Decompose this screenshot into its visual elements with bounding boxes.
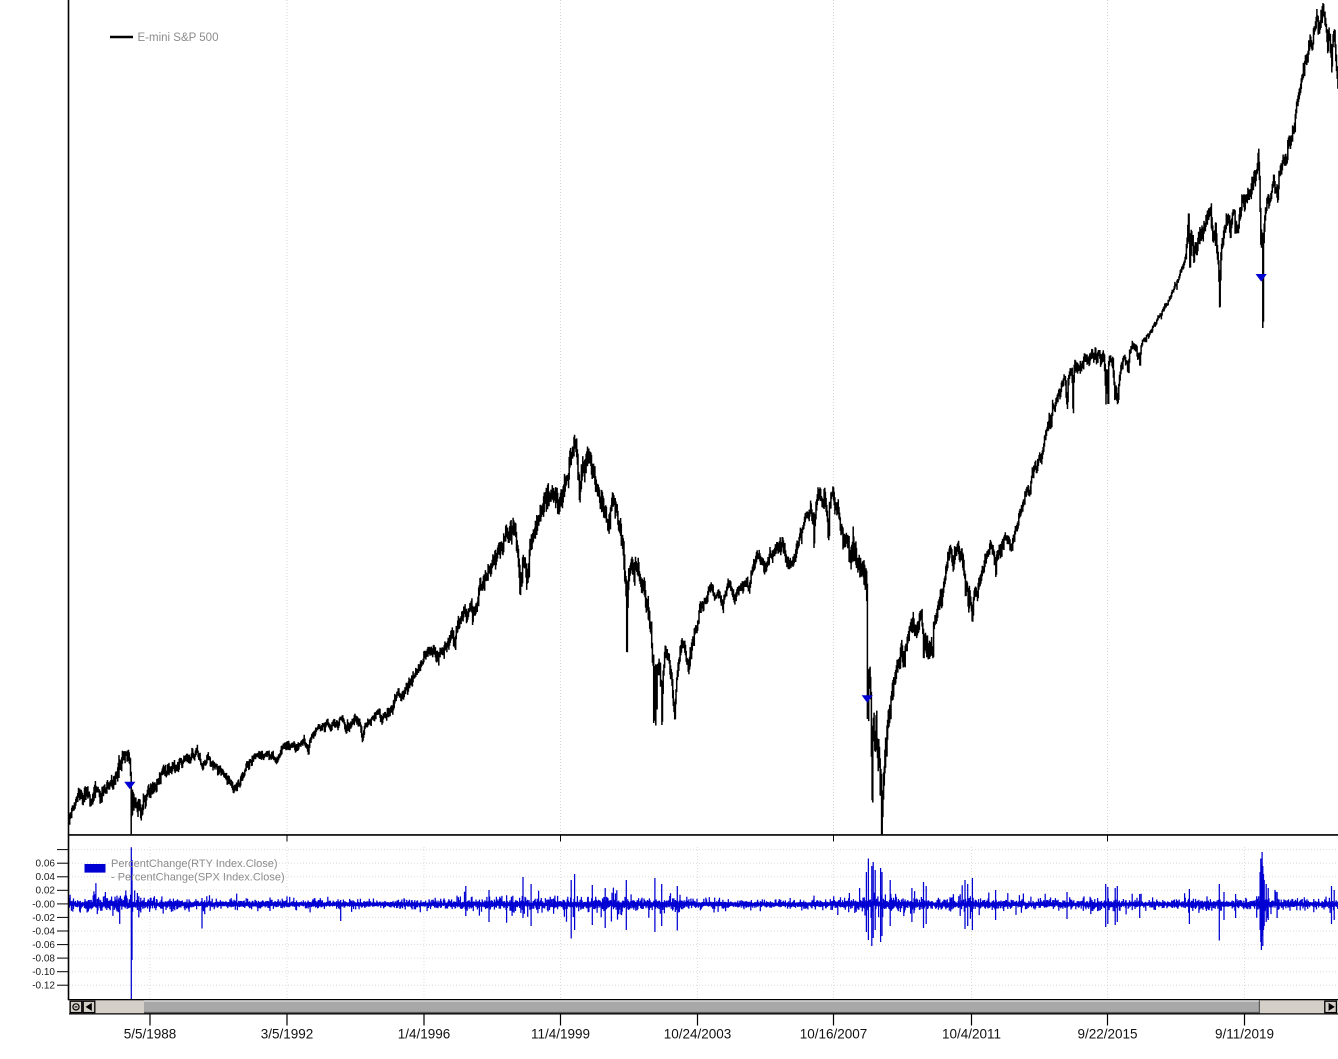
svg-text:-0.06: -0.06 — [32, 940, 55, 951]
svg-text:-0.00: -0.00 — [32, 899, 55, 910]
svg-text:E-mini S&P 500: E-mini S&P 500 — [138, 32, 219, 44]
svg-text:3/5/1992: 3/5/1992 — [261, 1027, 314, 1042]
svg-text:1/4/1996: 1/4/1996 — [398, 1027, 451, 1042]
svg-text:-0.12: -0.12 — [32, 981, 55, 992]
svg-text:-0.08: -0.08 — [32, 954, 55, 965]
svg-text:10/4/2011: 10/4/2011 — [942, 1027, 1001, 1042]
svg-text:PercentChange(RTY Index.Close): PercentChange(RTY Index.Close) — [111, 858, 278, 870]
svg-text:0.06: 0.06 — [36, 859, 56, 870]
svg-text:9/22/2015: 9/22/2015 — [1077, 1027, 1137, 1042]
svg-text:- PercentChange(SPX Index.Clos: - PercentChange(SPX Index.Close) — [111, 871, 285, 883]
svg-text:0.02: 0.02 — [36, 886, 56, 897]
svg-text:5/5/1988: 5/5/1988 — [124, 1027, 177, 1042]
svg-text:-0.02: -0.02 — [32, 913, 55, 924]
svg-text:10/24/2003: 10/24/2003 — [664, 1027, 732, 1042]
svg-text:0.04: 0.04 — [36, 872, 56, 883]
svg-text:-0.10: -0.10 — [32, 967, 55, 978]
svg-text:11/4/1999: 11/4/1999 — [531, 1027, 590, 1042]
svg-text:10/16/2007: 10/16/2007 — [800, 1027, 868, 1042]
svg-text:9/11/2019: 9/11/2019 — [1215, 1027, 1274, 1042]
svg-text:-0.04: -0.04 — [32, 926, 55, 937]
